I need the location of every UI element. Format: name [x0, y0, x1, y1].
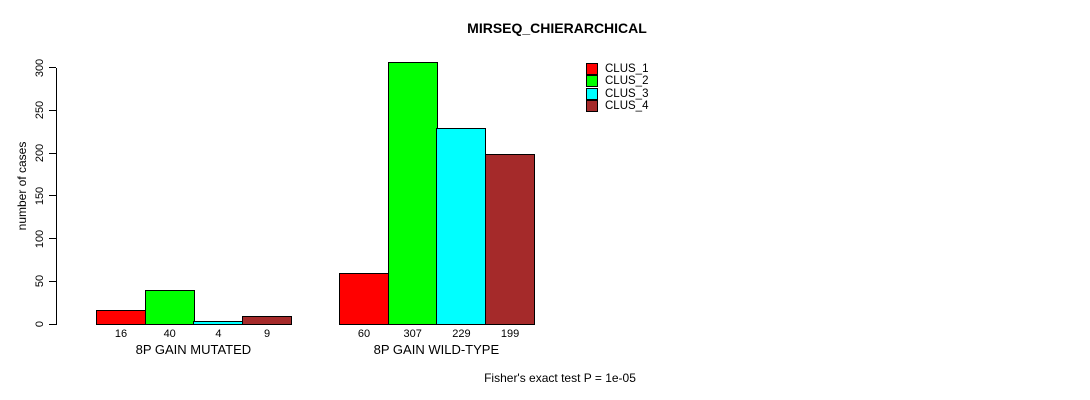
- legend-swatch-clus_1: [586, 63, 598, 76]
- y-tick-mark: [49, 238, 56, 239]
- bar-value-label: 40: [163, 328, 176, 340]
- legend: CLUS_1 CLUS_2 CLUS_3 CLUS_4: [586, 63, 649, 113]
- y-tick-label: 150: [34, 186, 46, 205]
- y-tick-label: 300: [34, 58, 46, 77]
- bar-value-label: 4: [215, 328, 222, 340]
- bar-clus_1-1: [96, 310, 146, 325]
- x-group-label: 8P GAIN WILD-TYPE: [373, 341, 500, 357]
- bar-clus_4-1: [242, 316, 293, 325]
- legend-label: CLUS_3: [605, 87, 649, 100]
- y-tick-label: 100: [34, 229, 46, 248]
- fisher-test-annotation: Fisher's exact test P = 1e-05: [484, 371, 636, 385]
- y-axis-title: number of cases: [15, 141, 29, 231]
- bar-value-label: 9: [264, 328, 271, 340]
- y-tick-mark: [49, 195, 56, 197]
- legend-item: CLUS_4: [586, 100, 649, 113]
- y-axis-line: [56, 67, 57, 325]
- y-tick-mark: [49, 109, 56, 111]
- legend-label: CLUS_1: [605, 63, 649, 76]
- y-tick-label: 200: [34, 143, 46, 163]
- y-tick-label: 50: [34, 275, 46, 288]
- bar-value-label: 60: [357, 328, 371, 340]
- legend-swatch-clus_3: [586, 87, 598, 100]
- bar-value-label: 16: [114, 328, 128, 340]
- y-tick-mark: [49, 280, 56, 282]
- legend-item: CLUS_3: [586, 87, 649, 100]
- bar-clus_3-2: [436, 128, 487, 325]
- chart-title: MIRSEQ_CHIERARCHICAL: [467, 20, 647, 36]
- bar-clus_1-2: [339, 272, 389, 325]
- bar-clus_4-2: [485, 153, 536, 325]
- y-tick-mark: [49, 323, 56, 325]
- x-group-label: 8P GAIN MUTATED: [135, 341, 252, 357]
- legend-label: CLUS_2: [605, 75, 649, 88]
- y-tick-label: 250: [34, 101, 46, 120]
- legend-item: CLUS_2: [586, 75, 649, 88]
- legend-label: CLUS_4: [605, 100, 649, 113]
- y-tick-mark: [49, 67, 56, 68]
- bar-clus_2-2: [387, 61, 438, 325]
- bar-clus_2-1: [144, 289, 195, 325]
- bar-value-label: 307: [403, 328, 422, 340]
- y-tick-mark: [49, 152, 56, 154]
- y-tick-label: 0: [34, 320, 46, 328]
- legend-swatch-clus_4: [586, 100, 598, 113]
- bar-value-label: 229: [452, 328, 471, 340]
- bar-clus_3-1: [193, 320, 244, 325]
- legend-item: CLUS_1: [586, 63, 649, 76]
- legend-swatch-clus_2: [586, 75, 598, 88]
- bar-value-label: 199: [500, 328, 520, 340]
